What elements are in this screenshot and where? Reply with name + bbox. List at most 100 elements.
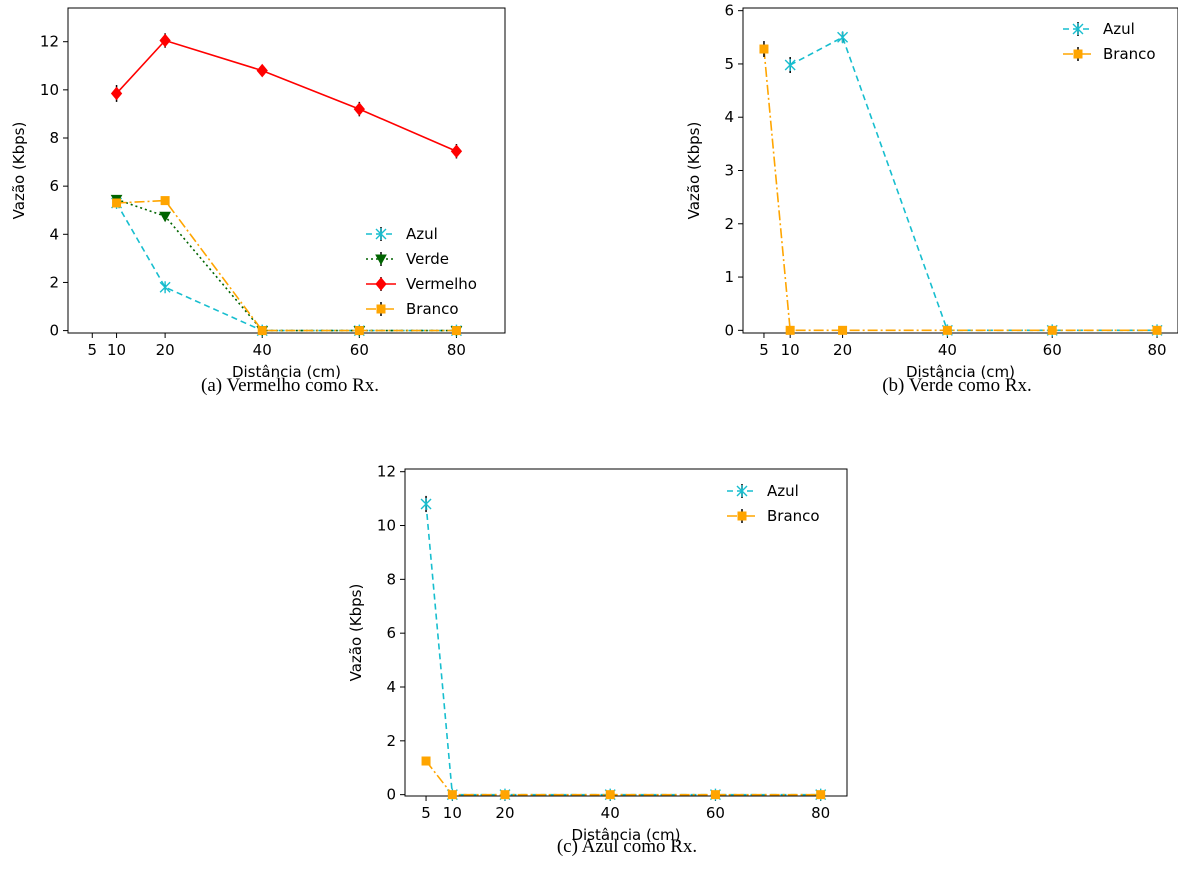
y-tick-label: 3 [724, 162, 734, 180]
legend-label: Azul [1103, 20, 1135, 38]
x-tick-label: 10 [781, 341, 800, 359]
data-point [353, 102, 365, 116]
chart-panel-b: 5 10 20 40 60 80 0 1 2 3 4 5 6 Distância (cm) Vazão (K… [685, 2, 1178, 396]
data-point [710, 790, 720, 800]
data-point [354, 326, 364, 336]
data-point [112, 198, 122, 208]
data-point [1152, 325, 1162, 335]
data-point [837, 31, 849, 44]
series-line-azul [789, 36, 1158, 332]
data-point [159, 33, 171, 48]
data-point [1047, 325, 1057, 335]
x-tick-label: 5 [421, 804, 431, 822]
y-tick-label: 6 [724, 2, 734, 20]
data-point [816, 790, 826, 800]
legend-label: Azul [406, 225, 438, 243]
legend-marker [375, 228, 387, 240]
data-point [159, 281, 171, 294]
x-tick-label: 5 [88, 341, 98, 359]
x-tick-label: 80 [1147, 341, 1166, 359]
data-point [159, 211, 171, 223]
y-tick-label: 4 [49, 225, 59, 243]
x-tick-label: 80 [811, 804, 830, 822]
series-branco [112, 196, 461, 336]
data-point [500, 790, 510, 800]
legend-label: Vermelho [406, 275, 477, 293]
y-tick-label: 12 [377, 463, 396, 481]
legend: Azul Verde Vermelho Branco [366, 225, 477, 318]
legend-marker [1072, 23, 1084, 35]
data-point [605, 790, 615, 800]
legend-label: Verde [406, 250, 449, 268]
x-tick-label: 10 [107, 341, 126, 359]
data-point [421, 756, 431, 766]
legend: Azul Branco [1063, 20, 1156, 63]
series-branco [759, 41, 1162, 335]
data-point [447, 790, 457, 800]
x-tick-label: 5 [759, 341, 769, 359]
x-tick-label: 20 [833, 341, 852, 359]
figure-caption: (a) Vermelho como Rx. [201, 375, 379, 396]
x-tick-label: 60 [706, 804, 725, 822]
data-point [785, 325, 795, 335]
legend: Azul Branco [727, 482, 820, 525]
y-tick-label: 2 [49, 273, 59, 291]
y-axis-label: Vazão (Kbps) [685, 122, 703, 220]
data-point [256, 63, 268, 78]
chart-panel-a: 5 10 20 40 60 80 0 2 4 6 8 10 12 Distância (cm) Vazão … [10, 7, 506, 396]
y-axis-label: Vazão (Kbps) [10, 122, 28, 220]
legend-label: Azul [767, 482, 799, 500]
data-point [942, 325, 952, 335]
y-tick-label: 8 [49, 129, 59, 147]
legend-label: Branco [406, 300, 459, 318]
data-point [257, 326, 267, 336]
data-point [160, 196, 170, 206]
x-tick-label: 60 [350, 341, 369, 359]
series-line-branco [763, 48, 1158, 332]
series-branco [421, 756, 826, 800]
data-point [110, 86, 123, 101]
data-point [450, 144, 463, 159]
y-tick-label: 0 [49, 322, 59, 340]
series-azul [784, 31, 1163, 337]
x-tick-label: 20 [156, 341, 175, 359]
x-tick-label: 10 [443, 804, 462, 822]
y-tick-label: 10 [377, 517, 396, 535]
x-tick-label: 80 [447, 341, 466, 359]
series-azul [420, 495, 827, 801]
y-tick-label: 2 [724, 215, 734, 233]
plot-frame [404, 468, 848, 797]
figure-caption: (c) Azul como Rx. [557, 836, 697, 857]
y-tick-label: 4 [386, 678, 396, 696]
y-tick-label: 0 [386, 786, 396, 804]
series-line-branco [425, 760, 821, 796]
series-vermelho [110, 33, 463, 159]
data-point [759, 44, 769, 54]
chart-panel-c: 5 10 20 40 60 80 0 2 4 6 8 10 12 Distância (cm) Vazão … [347, 463, 848, 857]
legend-label: Branco [767, 507, 820, 525]
y-tick-label: 4 [724, 108, 734, 126]
y-tick-label: 10 [40, 81, 59, 99]
legend-label: Branco [1103, 45, 1156, 63]
y-tick-label: 6 [386, 624, 396, 642]
plot-frame [67, 7, 506, 334]
y-axis-label: Vazão (Kbps) [347, 584, 365, 682]
x-tick-label: 20 [495, 804, 514, 822]
x-axis-label: Distância (cm) [232, 363, 341, 381]
data-point [838, 325, 848, 335]
y-tick-label: 5 [724, 55, 734, 73]
legend-marker [376, 304, 386, 314]
series-line-azul [425, 503, 821, 796]
legend-marker [737, 511, 747, 521]
x-tick-label: 40 [601, 804, 620, 822]
x-tick-label: 60 [1043, 341, 1062, 359]
x-axis-label: Distância (cm) [571, 826, 680, 844]
y-tick-label: 12 [40, 33, 59, 51]
data-point [784, 59, 796, 72]
series-line-vermelho [115, 39, 457, 152]
legend-marker [375, 254, 387, 266]
y-tick-label: 2 [386, 732, 396, 750]
y-tick-label: 8 [386, 570, 396, 588]
data-point [451, 326, 461, 336]
x-axis-label: Distância (cm) [906, 363, 1015, 381]
